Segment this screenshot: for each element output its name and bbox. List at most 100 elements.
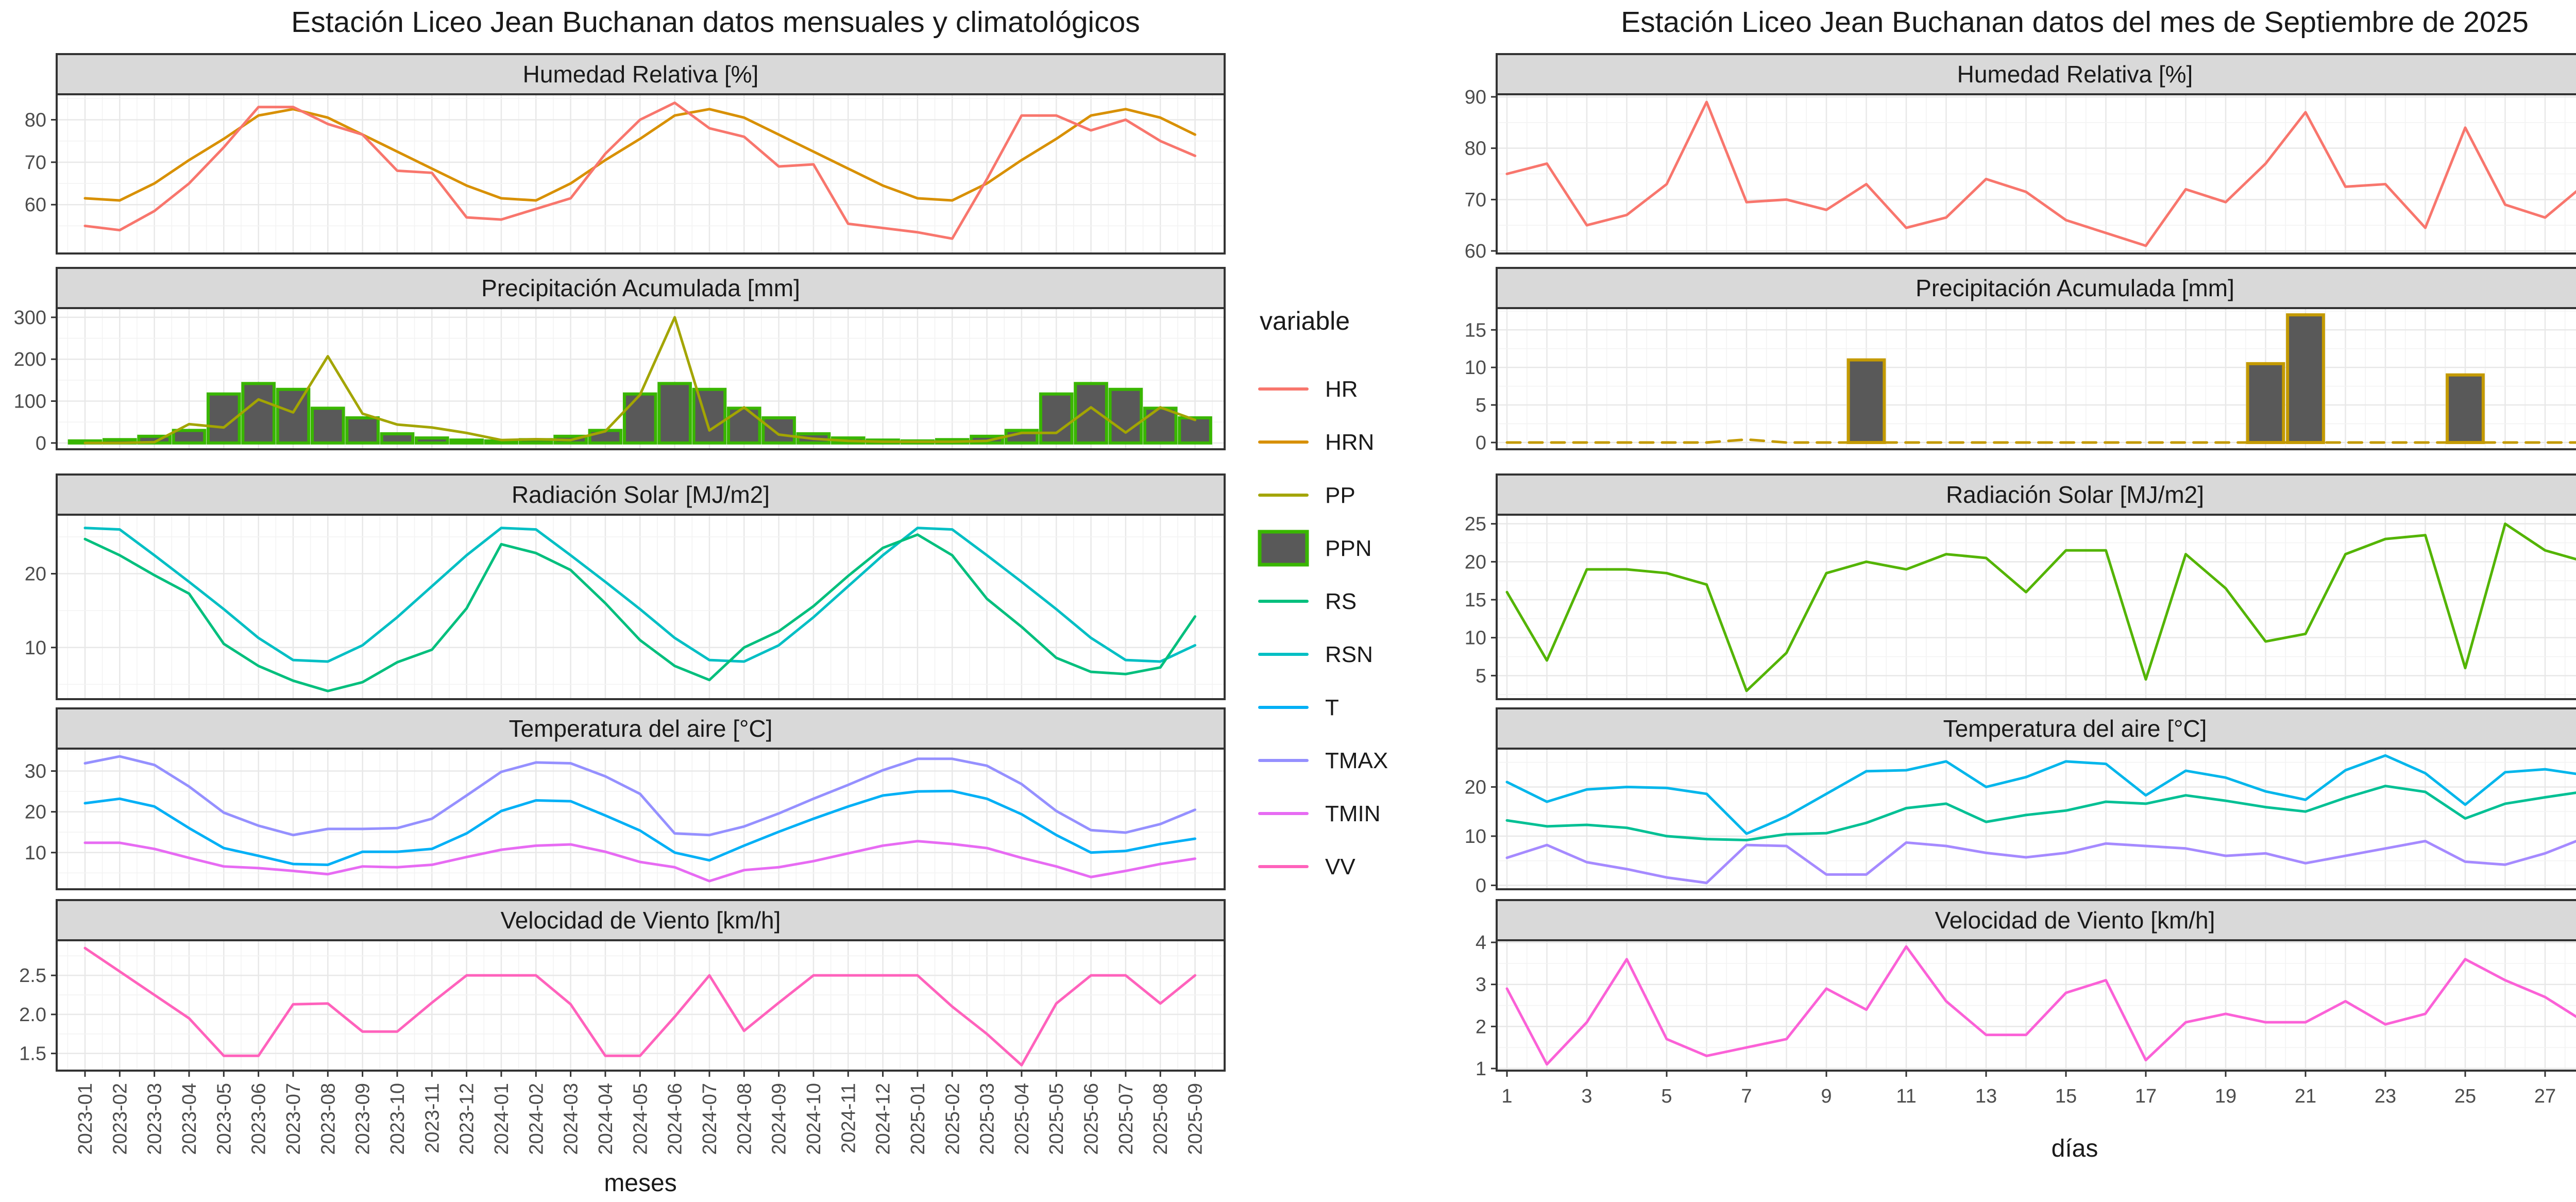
series-T-line bbox=[1505, 785, 2576, 842]
legend-item-PPN: PPN bbox=[1258, 530, 1371, 567]
legend-item-PP: PP bbox=[1258, 483, 1355, 508]
bar bbox=[692, 387, 727, 445]
x-tick-label: 2025-01 bbox=[907, 1083, 929, 1155]
panel-header bbox=[1496, 899, 2576, 941]
x-tick-label: 2023-04 bbox=[179, 1083, 200, 1155]
series-T-line bbox=[83, 789, 1197, 867]
x-tick-label: 17 bbox=[2135, 1086, 2157, 1107]
series-HRN-line bbox=[83, 108, 1197, 202]
panel-title: Humedad Relativa [%] bbox=[523, 61, 759, 88]
x-tick-label: 21 bbox=[2295, 1086, 2316, 1107]
x-tick-label: 2023-10 bbox=[387, 1083, 409, 1155]
series-layer bbox=[83, 946, 1197, 1066]
y-tick-label: 15 bbox=[1465, 589, 1486, 611]
x-tick-label: 9 bbox=[1821, 1086, 1832, 1107]
legend-item-RSN: RSN bbox=[1258, 642, 1373, 667]
gridlines bbox=[1497, 749, 2576, 889]
x-tick-label: 7 bbox=[1741, 1086, 1752, 1107]
x-tick-label: 2024-04 bbox=[595, 1083, 617, 1155]
y-tick-label: 300 bbox=[14, 307, 46, 329]
x-tick-label: 27 bbox=[2534, 1086, 2556, 1107]
series-layer bbox=[67, 316, 1212, 445]
legend-item-TMAX: TMAX bbox=[1258, 748, 1388, 773]
bar bbox=[622, 392, 657, 445]
bar bbox=[657, 382, 692, 445]
bar bbox=[2246, 362, 2285, 444]
y-tick-label: 10 bbox=[25, 842, 46, 864]
series-RSN-line bbox=[83, 527, 1197, 663]
series-layer bbox=[83, 755, 1197, 883]
y-tick-label: 20 bbox=[1465, 551, 1486, 573]
y-tick-label: 60 bbox=[25, 194, 46, 216]
y-tick-label: 0 bbox=[1476, 432, 1486, 454]
panel-header bbox=[56, 267, 1226, 309]
panel-title: Humedad Relativa [%] bbox=[1957, 61, 2193, 88]
y-tick-label: 1 bbox=[1476, 1058, 1486, 1080]
panel-monthly-1: Precipitación Acumulada [mm] 0 100 200 300 bbox=[14, 267, 1226, 454]
bar bbox=[345, 416, 380, 445]
legend-item-label: HR bbox=[1325, 377, 1358, 402]
bar bbox=[1108, 387, 1143, 445]
series-VV-line bbox=[83, 946, 1197, 1066]
legend-item-label: HRN bbox=[1325, 430, 1374, 455]
panel-title: Velocidad de Viento [km/h] bbox=[501, 907, 781, 934]
y-tick-label: 2.0 bbox=[19, 1004, 46, 1026]
y-tick-label: 20 bbox=[25, 802, 46, 823]
panel-september-2025-1: Precipitación Acumulada [mm] 0 5 10 15 bbox=[1465, 267, 2576, 454]
series-TMIN-line bbox=[83, 840, 1197, 883]
x-tick-label: 2025-07 bbox=[1115, 1083, 1137, 1155]
x-tick-label: 2024-09 bbox=[769, 1083, 790, 1155]
panel-header bbox=[56, 473, 1226, 516]
bar bbox=[2446, 373, 2485, 444]
legend-item-label: TMAX bbox=[1325, 748, 1388, 773]
gridlines bbox=[57, 94, 1225, 253]
series-PP-line bbox=[83, 316, 1197, 445]
x-tick-label: 2025-06 bbox=[1081, 1083, 1103, 1155]
x-tick-label: 2023-05 bbox=[213, 1083, 235, 1155]
y-tick-label: 90 bbox=[1465, 87, 1486, 108]
bar bbox=[1846, 358, 1886, 444]
x-tick-label: 2024-10 bbox=[803, 1083, 825, 1155]
x-tick-label: 2025-08 bbox=[1150, 1083, 1172, 1155]
y-tick-label: 70 bbox=[25, 152, 46, 174]
y-tick-label: 1.5 bbox=[19, 1043, 46, 1065]
series-layer bbox=[83, 101, 1197, 240]
plot-background bbox=[1497, 308, 2576, 449]
legend-item-RS: RS bbox=[1258, 589, 1357, 614]
legend-monthly: variable HR HRN PP PPN RS RSN T TMAX TMIN VV bbox=[1258, 307, 1388, 879]
bar bbox=[1143, 407, 1178, 445]
panel-header bbox=[56, 707, 1226, 750]
y-tick-label: 10 bbox=[1465, 357, 1486, 379]
bar bbox=[1178, 416, 1212, 445]
legend-item-label: PPN bbox=[1325, 536, 1371, 561]
bar bbox=[276, 387, 311, 445]
bar bbox=[1039, 392, 1074, 445]
y-tick-label: 3 bbox=[1476, 974, 1486, 996]
bar bbox=[1074, 382, 1108, 445]
panel-monthly-2: Radiación Solar [MJ/m2] 10 20 bbox=[25, 473, 1226, 700]
y-tick-label: 80 bbox=[25, 109, 46, 131]
x-tick-label: 15 bbox=[2055, 1086, 2077, 1107]
x-tick-label: 2024-11 bbox=[838, 1083, 859, 1154]
y-tick-label: 25 bbox=[1465, 514, 1486, 535]
legend-item-label: RS bbox=[1325, 589, 1357, 614]
panel-monthly-3: Temperatura del aire [°C] 10 20 30 bbox=[25, 707, 1226, 890]
x-tick-label: 2025-03 bbox=[977, 1083, 998, 1155]
x-axis: 2023-01 2023-02 2023-03 2023-04 2023-05 2023-… bbox=[75, 1071, 1207, 1197]
x-tick-label: 25 bbox=[2454, 1086, 2476, 1107]
x-tick-label: 23 bbox=[2375, 1086, 2396, 1107]
y-tick-label: 10 bbox=[1465, 826, 1486, 848]
legend-key-box bbox=[1258, 530, 1309, 567]
bar bbox=[415, 436, 449, 445]
panel-september-2025-4: Velocidad de Viento [km/h] 1 2 3 4 bbox=[1476, 899, 2576, 1080]
legend-item-label: TMIN bbox=[1325, 801, 1381, 826]
x-tick-label: 2025-02 bbox=[942, 1083, 963, 1155]
series-layer bbox=[1505, 522, 2576, 692]
series-TMAX-line bbox=[83, 755, 1197, 837]
x-tick-label: 2025-04 bbox=[1011, 1083, 1033, 1155]
y-tick-label: 5 bbox=[1476, 395, 1486, 416]
x-tick-label: 11 bbox=[1896, 1086, 1916, 1107]
x-tick-label: 2024-06 bbox=[665, 1083, 686, 1155]
